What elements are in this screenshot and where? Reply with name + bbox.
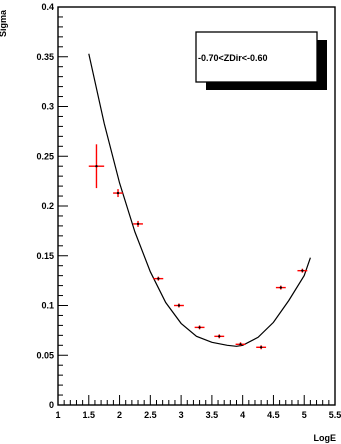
fit-curve <box>88 53 311 347</box>
x-tick-label: 3 <box>179 410 184 420</box>
point-marker <box>95 165 98 168</box>
data-point <box>133 220 143 227</box>
point-marker <box>218 335 221 338</box>
y-tick-label: 0.05 <box>36 350 54 360</box>
point-marker <box>157 277 160 280</box>
y-tick-label: 0.15 <box>36 251 54 261</box>
data-point <box>214 334 225 339</box>
x-tick-label: 4.5 <box>267 410 280 420</box>
point-marker <box>239 343 242 346</box>
data-point <box>174 303 184 308</box>
y-tick-label: 0 <box>49 400 54 410</box>
point-marker <box>259 346 263 349</box>
x-tick-label: 2.5 <box>144 410 157 420</box>
x-tick-label: 5.5 <box>329 410 341 420</box>
legend-label: -0.70<ZDir<-0.60 <box>198 53 268 63</box>
legend-box: -0.70<ZDir<-0.60 <box>195 31 327 90</box>
data-point <box>113 189 123 198</box>
y-tick-label: 0.4 <box>41 2 54 12</box>
legend-frame <box>195 31 318 83</box>
y-tick-label: 0.1 <box>41 301 54 311</box>
data-point <box>194 325 205 330</box>
point-marker <box>177 304 181 307</box>
data-point <box>275 285 286 290</box>
x-tick-label: 1.5 <box>83 410 96 420</box>
point-marker <box>136 222 140 226</box>
data-points-layer <box>88 144 308 350</box>
x-tick-label: 3.5 <box>206 410 219 420</box>
point-marker <box>198 326 201 329</box>
data-point <box>235 342 246 347</box>
x-tick-label: 4 <box>240 410 245 420</box>
data-point <box>88 144 105 189</box>
point-marker <box>279 286 283 289</box>
fit-curve-layer <box>88 53 311 347</box>
y-tick-label: 0.25 <box>36 151 54 161</box>
data-point <box>153 276 164 281</box>
x-tick-labels: 1 1.5 2 2.5 3 3.5 4 4.5 5 5.5 <box>55 410 341 420</box>
y-axis-title: Sigma <box>0 9 8 37</box>
x-tick-label: 1 <box>55 410 60 420</box>
data-point <box>256 345 267 350</box>
x-tick-label: 5 <box>302 410 307 420</box>
y-tick-label: 0.2 <box>41 201 54 211</box>
data-point <box>297 268 308 273</box>
x-axis-title: LogE <box>314 433 337 443</box>
axis-ticks <box>57 6 336 406</box>
point-marker <box>301 269 304 272</box>
x-tick-label: 2 <box>117 410 122 420</box>
y-tick-labels: 0 0.05 0.1 0.15 0.2 0.25 0.3 0.35 0.4 <box>36 2 54 410</box>
point-marker <box>116 191 120 195</box>
y-tick-label: 0.35 <box>36 52 54 62</box>
y-tick-label: 0.3 <box>41 102 54 112</box>
